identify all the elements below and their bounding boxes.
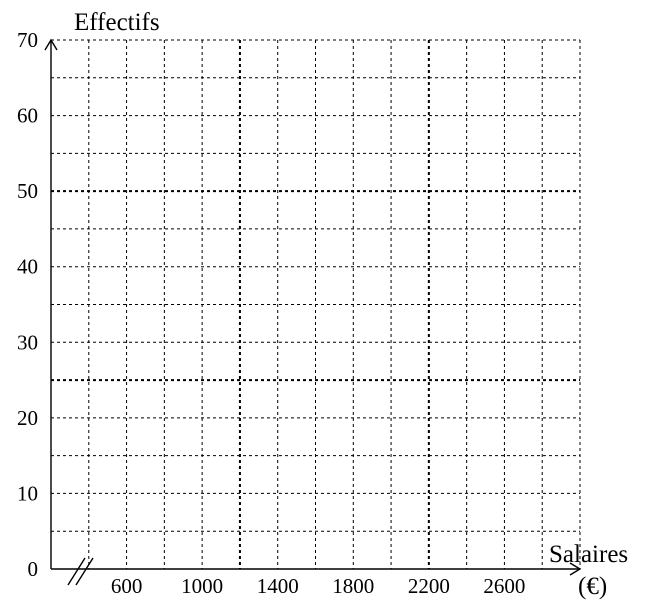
x-tick-label: 2200 — [408, 574, 450, 598]
grid — [51, 39, 581, 569]
x-tick-label: 1400 — [257, 574, 299, 598]
y-tick-label: 0 — [28, 557, 39, 581]
x-axis-arrow — [569, 562, 582, 576]
labels: Effectifs Salaires (€) 0 10 20 30 40 50 60 70 60… — [17, 9, 628, 600]
x-tick-label: 600 — [111, 574, 143, 598]
y-axis-arrow — [44, 38, 58, 51]
y-tick-label: 10 — [17, 481, 38, 505]
x-tick-label: 1800 — [332, 574, 374, 598]
y-tick-label: 30 — [17, 330, 38, 354]
x-tick-label: 2600 — [483, 574, 525, 598]
axes — [44, 38, 582, 586]
axis-break-slash — [67, 557, 86, 586]
y-tick-label: 50 — [17, 179, 38, 203]
y-tick-label: 70 — [17, 28, 38, 52]
x-axis-title: Salaires — [549, 541, 628, 568]
y-axis-title: Effectifs — [74, 9, 160, 36]
x-axis-unit: (€) — [578, 573, 607, 600]
x-tick-label: 1000 — [181, 574, 223, 598]
y-tick-label: 40 — [17, 255, 38, 279]
axis-break-slash — [75, 557, 94, 586]
y-tick-label: 20 — [17, 406, 38, 430]
y-tick-label: 60 — [17, 104, 38, 128]
